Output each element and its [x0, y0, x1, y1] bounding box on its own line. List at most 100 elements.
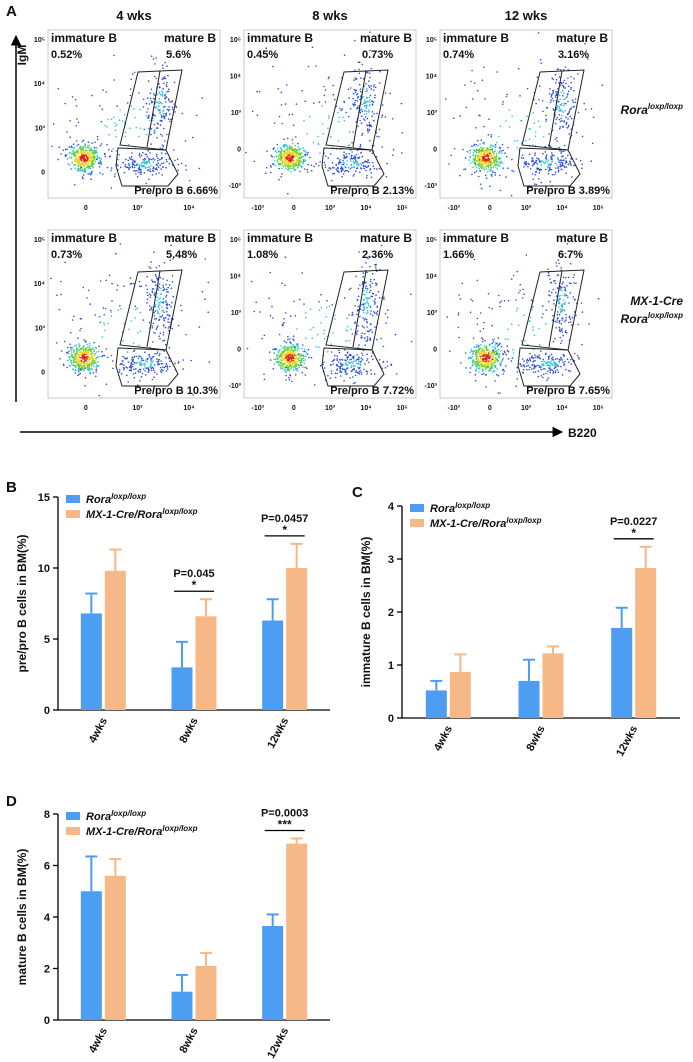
event-dot [68, 146, 71, 148]
event-dot [245, 151, 247, 154]
event-dot [159, 337, 161, 340]
event-dot [168, 365, 171, 368]
event-dot [570, 76, 572, 78]
event-dot [77, 152, 79, 155]
event-dot [88, 158, 91, 161]
event-dot [129, 88, 132, 90]
event-dot [369, 284, 371, 286]
event-dot [360, 336, 362, 339]
event-dot [477, 89, 479, 92]
event-dot [569, 160, 571, 163]
event-dot [294, 148, 296, 151]
event-dot [476, 279, 479, 282]
event-dot [71, 346, 74, 349]
event-dot [99, 321, 102, 324]
row-label-sup: loxp/loxp [648, 102, 683, 111]
event-dot [478, 175, 480, 178]
event-dot [75, 105, 78, 107]
event-dot [372, 165, 375, 167]
event-dot [108, 274, 111, 277]
event-dot [539, 357, 541, 360]
event-dot [549, 156, 552, 158]
event-dot [354, 69, 356, 71]
event-dot [362, 118, 365, 120]
event-dot [168, 284, 171, 286]
event-dot [532, 112, 534, 114]
event-dot [501, 103, 504, 105]
event-dot [363, 332, 366, 335]
event-dot [291, 380, 293, 383]
event-dot [156, 296, 159, 299]
event-dot [507, 338, 509, 341]
event-dot [58, 146, 61, 148]
event-dot [542, 358, 545, 361]
event-dot [282, 145, 284, 148]
event-dot [390, 364, 393, 367]
event-dot [139, 361, 141, 364]
event-dot [543, 368, 546, 370]
event-dot [317, 143, 320, 146]
event-dot [84, 340, 87, 342]
event-dot [297, 345, 300, 348]
event-dot [268, 297, 270, 299]
event-dot [301, 344, 304, 346]
event-dot [482, 156, 484, 158]
event-dot [547, 367, 550, 369]
event-dot [366, 312, 368, 315]
event-dot [77, 164, 80, 167]
event-dot [540, 62, 542, 64]
event-dot [66, 359, 69, 362]
event-dot [537, 32, 540, 34]
event-dot [78, 160, 81, 163]
event-dot [148, 356, 151, 358]
event-dot [291, 163, 294, 165]
event-dot [481, 167, 483, 170]
event-dot [529, 360, 532, 362]
event-dot [564, 360, 566, 363]
event-dot [363, 102, 365, 105]
event-dot [84, 146, 87, 149]
event-dot [143, 128, 145, 131]
event-dot [160, 168, 162, 170]
event-dot [275, 354, 278, 356]
event-dot [332, 84, 334, 87]
event-dot [152, 341, 154, 343]
event-dot [113, 122, 116, 124]
event-dot [323, 152, 326, 155]
event-dot [364, 109, 367, 112]
event-dot [163, 113, 165, 115]
event-dot [169, 113, 171, 115]
event-dot [90, 174, 92, 176]
event-dot [114, 173, 116, 175]
event-dot [558, 107, 561, 110]
event-dot [573, 164, 575, 167]
event-dot [96, 151, 98, 153]
event-dot [535, 161, 537, 164]
event-dot [112, 148, 114, 150]
event-dot [483, 143, 485, 145]
event-dot [283, 321, 285, 324]
event-dot [102, 307, 105, 309]
event-dot [97, 350, 100, 353]
event-dot [132, 360, 134, 363]
event-dot [154, 106, 156, 109]
event-dot [363, 306, 365, 309]
event-dot [132, 282, 135, 285]
event-dot [549, 168, 551, 171]
event-dot [333, 98, 336, 101]
event-dot [294, 168, 297, 171]
event-dot [558, 320, 561, 323]
event-dot [327, 351, 329, 353]
event-dot [143, 172, 146, 174]
event-dot [564, 56, 566, 58]
event-dot [302, 155, 305, 158]
event-dot [345, 373, 347, 375]
event-dot [102, 173, 104, 176]
event-dot [556, 321, 558, 323]
event-dot [346, 163, 348, 166]
event-dot [563, 159, 565, 161]
event-dot [522, 288, 524, 291]
event-dot [50, 277, 52, 280]
event-dot [273, 122, 276, 124]
event-dot [164, 326, 167, 329]
